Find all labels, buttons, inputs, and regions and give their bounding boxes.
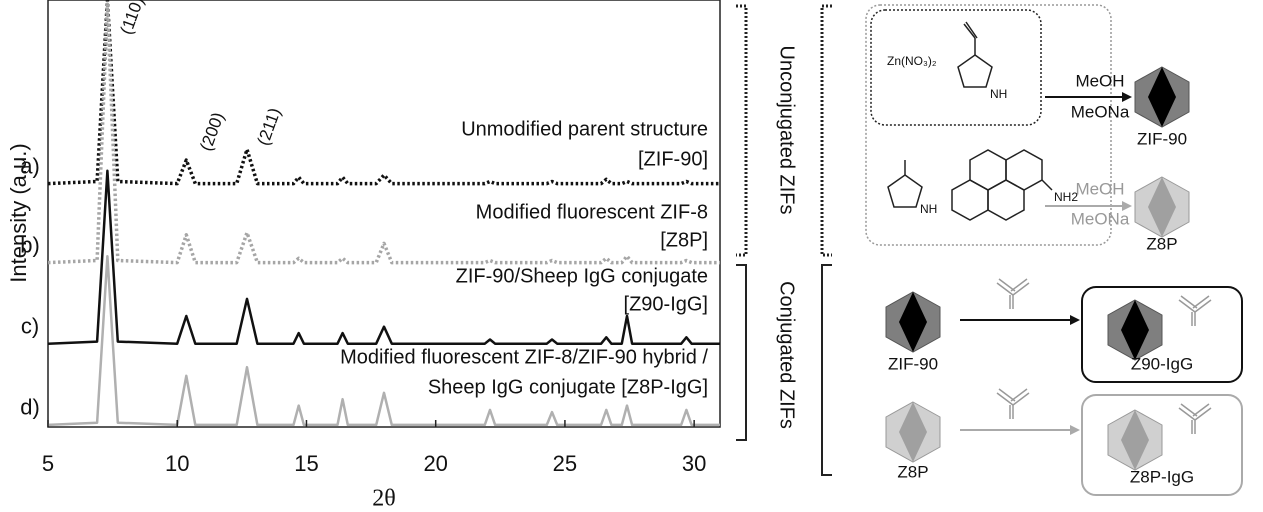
x-tick-label: 15 — [294, 451, 318, 476]
antibody — [996, 278, 1030, 310]
description: Modified fluorescent ZIF-8 — [476, 201, 708, 223]
trace-label: b) — [20, 232, 40, 257]
bracket — [820, 4, 832, 257]
z8p-crystal — [885, 401, 941, 463]
atom-label: NH — [920, 202, 937, 216]
peak-label: (110) — [117, 0, 148, 37]
precursor-label: Zn(NO₃)₂ — [887, 54, 937, 68]
x-tick-label: 30 — [682, 451, 706, 476]
z8p-crystal — [1134, 176, 1190, 238]
x-tick-label: 25 — [553, 451, 577, 476]
arrow-head — [1122, 201, 1132, 211]
antibody — [996, 388, 1030, 420]
x-tick-label: 10 — [165, 451, 189, 476]
peak-label: (211) — [254, 105, 285, 148]
traces — [48, 0, 720, 427]
description: Sheep IgG conjugate [Z8P-IgG] — [428, 376, 708, 398]
trace — [48, 0, 720, 186]
x-tick-label: 20 — [423, 451, 447, 476]
bracket — [736, 264, 747, 441]
plot-frame — [47, 0, 721, 428]
zif90-crystal — [1134, 66, 1190, 128]
description: [Z90-IgG] — [624, 293, 708, 315]
trace — [48, 254, 720, 427]
zif90-crystal — [1107, 299, 1163, 361]
zif90-crystal — [885, 291, 941, 353]
molecule — [887, 21, 1053, 221]
description: [Z8P] — [660, 229, 708, 251]
output-label: Z90-IgG — [1131, 354, 1193, 373]
conjugate-box — [1081, 394, 1243, 496]
description: Modified fluorescent ZIF-8/ZIF-90 hybrid… — [340, 346, 708, 368]
arrow-head — [1122, 92, 1132, 102]
trace-label: c) — [21, 314, 39, 339]
reagent: MeONa — [1071, 102, 1130, 121]
conjugate-box — [1081, 286, 1243, 383]
product-label: ZIF-90 — [1137, 129, 1187, 148]
atom-label: NH — [990, 87, 1007, 101]
precursor-box — [865, 4, 1112, 246]
input-label: Z8P — [897, 462, 928, 481]
antibody — [1178, 403, 1212, 435]
bracket — [736, 4, 748, 257]
trace-label: a) — [20, 153, 40, 178]
reagent: MeONa — [1071, 209, 1130, 228]
product-label: Z8P — [1146, 234, 1177, 253]
x-tick-label: 5 — [42, 451, 54, 476]
output-label: Z8P-IgG — [1130, 467, 1194, 486]
antibody — [1178, 295, 1212, 327]
atom-label: NH2 — [1054, 190, 1078, 204]
arrow-head — [1070, 315, 1080, 325]
trace — [48, 169, 720, 345]
peak-label: (200) — [196, 110, 227, 154]
group-label: Conjugated ZIFs — [776, 281, 798, 429]
trace-label: d) — [20, 395, 40, 420]
arrow-head — [1070, 425, 1080, 435]
description: Unmodified parent structure — [461, 118, 708, 140]
bracket — [821, 264, 832, 476]
trace — [48, 2, 720, 265]
precursor-box — [870, 9, 1042, 126]
reagent: MeOH — [1075, 71, 1124, 90]
description: [ZIF-90] — [638, 148, 708, 170]
reagent: MeOH — [1075, 179, 1124, 198]
z8p-crystal — [1107, 409, 1163, 471]
input-label: ZIF-90 — [888, 354, 938, 373]
description: ZIF-90/Sheep IgG conjugate — [456, 265, 708, 287]
y-axis-label: Intensity (a.u.) — [6, 143, 31, 282]
group-label: Unconjugated ZIFs — [776, 46, 798, 215]
x-axis-label: 2θ — [372, 486, 396, 512]
